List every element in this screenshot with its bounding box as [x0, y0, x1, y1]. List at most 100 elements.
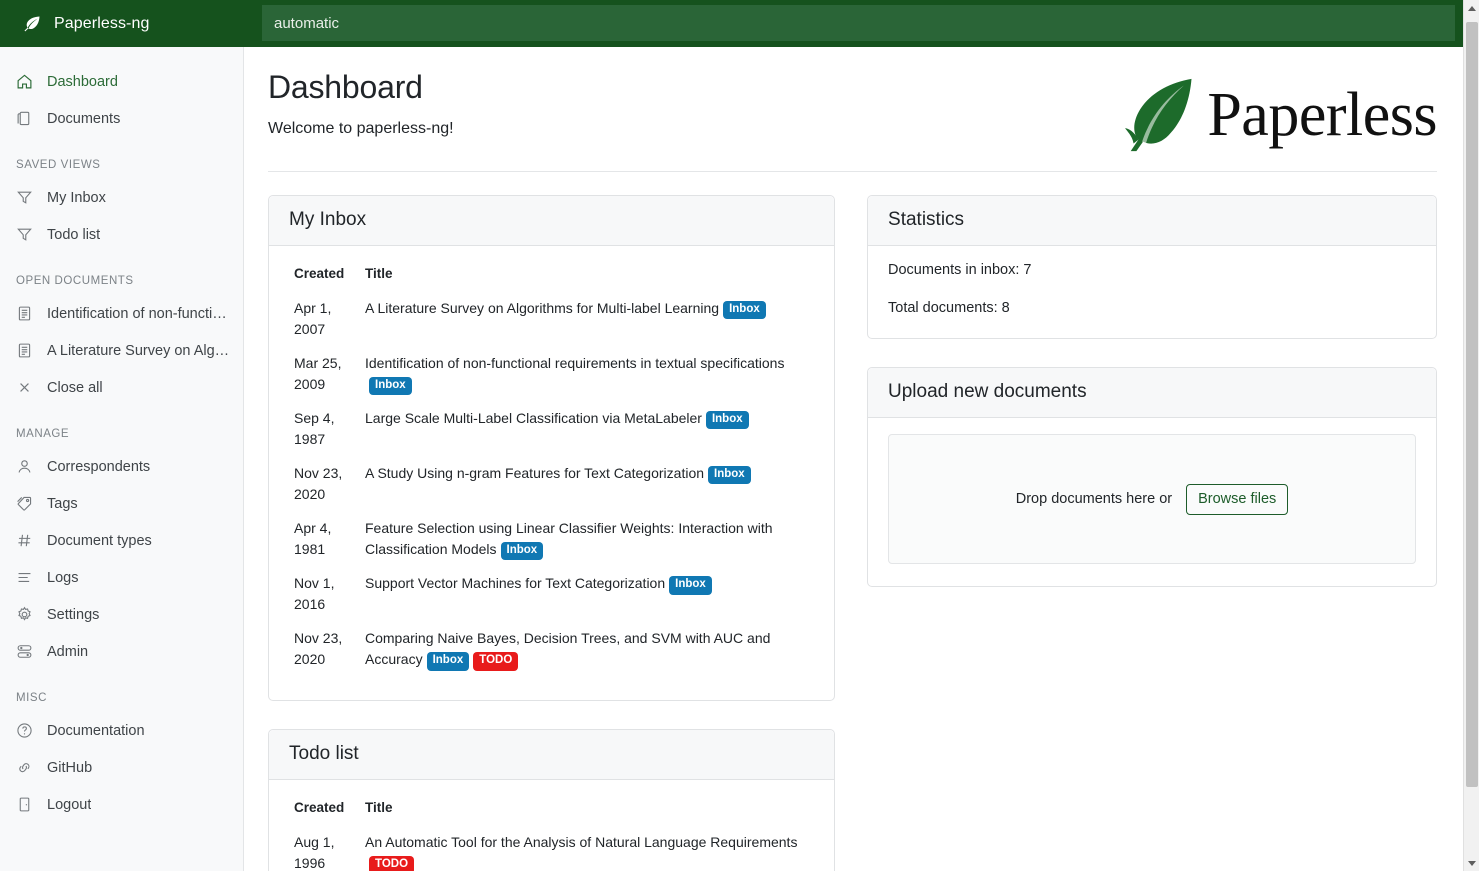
cell-title[interactable]: A Literature Survey on Algorithms for Mu… [360, 292, 814, 347]
hash-icon [16, 532, 33, 549]
tag-inbox[interactable]: Inbox [500, 542, 544, 561]
tag-inbox[interactable]: Inbox [669, 576, 712, 595]
dropzone-label: Drop documents here or [1015, 491, 1173, 507]
toggles-icon [16, 643, 33, 660]
tag-inbox[interactable]: Inbox [723, 301, 766, 320]
sidebar-item-label: Logout [47, 796, 92, 813]
search-input[interactable] [262, 5, 1455, 41]
sidebar-section-open-documents: OPEN DOCUMENTS [16, 275, 134, 287]
scroll-down-arrow-icon[interactable] [1464, 855, 1479, 871]
sidebar-item-open-document-2[interactable]: A Literature Survey on Algori… [0, 332, 243, 369]
sidebar-item-documents[interactable]: Documents [0, 100, 243, 137]
card-title: Todo list [289, 742, 359, 764]
sidebar-item-todo-list[interactable]: Todo list [0, 216, 243, 253]
cell-title[interactable]: Feature Selection using Linear Classifie… [360, 512, 814, 567]
brand-title: Paperless-ng [54, 14, 150, 32]
cell-title[interactable]: Support Vector Machines for Text Categor… [360, 567, 814, 622]
table-row[interactable]: Nov 1, 2016 Support Vector Machines for … [289, 567, 814, 622]
sidebar-item-document-types[interactable]: Document types [0, 522, 243, 559]
page-title: Dashboard [268, 69, 423, 105]
sidebar-item-dashboard[interactable]: Dashboard [0, 63, 243, 100]
card-header[interactable]: My Inbox [269, 196, 835, 246]
page-scrollbar[interactable] [1463, 0, 1479, 871]
document-title: Comparing Naive Bayes, Decision Trees, a… [365, 630, 771, 668]
sidebar-item-settings[interactable]: Settings [0, 596, 243, 633]
sidebar-item-label: Correspondents [47, 458, 151, 475]
person-icon [16, 458, 33, 475]
cell-title[interactable]: A Study Using n-gram Features for Text C… [360, 457, 814, 512]
cell-created: Nov 1, 2016 [294, 575, 335, 613]
sidebar-item-close-all[interactable]: Close all [0, 369, 243, 406]
file-dropzone[interactable]: Drop documents here or Browse files [888, 434, 1416, 564]
cell-created: Aug 1, 1996 [294, 833, 335, 871]
page-header-text: Dashboard Welcome to paperless-ng! [268, 69, 454, 138]
card-title: My Inbox [289, 209, 367, 230]
document-title: Identification of non-functional require… [365, 355, 785, 371]
table-row[interactable]: Sep 4, 1987 Large Scale Multi-Label Clas… [289, 402, 814, 457]
card-header[interactable]: Todo list [269, 729, 835, 780]
sidebar-item-correspondents[interactable]: Correspondents [0, 448, 243, 485]
card-body: Created Title Aug 1, 1996 An Automatic T… [269, 780, 834, 871]
card-header[interactable]: Statistics [868, 196, 1436, 246]
card-upload-new-documents: Upload new documents Drop documents here… [867, 367, 1437, 587]
sidebar-item-tags[interactable]: Tags [0, 485, 243, 522]
browse-files-button[interactable]: Browse files [1186, 483, 1289, 515]
link-icon [16, 759, 33, 776]
tag-inbox[interactable]: Inbox [705, 411, 749, 430]
card-header[interactable]: Upload new documents [868, 368, 1436, 418]
brand[interactable]: Paperless-ng [0, 0, 244, 47]
sidebar-item-label: Documents [47, 110, 121, 127]
sidebar-section-misc: MISC [16, 692, 47, 704]
cell-created: Nov 23, 2020 [294, 465, 343, 503]
tag-todo[interactable]: TODO [369, 855, 415, 871]
door-icon [16, 796, 33, 813]
sidebar-item-label: Settings [47, 606, 100, 623]
sidebar-item-label: Admin [47, 643, 89, 660]
cell-title[interactable]: Identification of non-functional require… [360, 347, 814, 402]
tag-inbox[interactable]: Inbox [708, 466, 751, 485]
cell-title[interactable]: Large Scale Multi-Label Classification v… [360, 402, 814, 457]
sidebar-item-label: Identification of non-functio… [47, 305, 233, 322]
sidebar-item-logs[interactable]: Logs [0, 559, 243, 596]
todo-table-body: Aug 1, 1996 An Automatic Tool for the An… [289, 826, 814, 871]
sidebar-item-label: Documentation [47, 722, 145, 739]
cell-title[interactable]: An Automatic Tool for the Analysis of Na… [360, 826, 814, 871]
tag-inbox[interactable]: Inbox [426, 652, 470, 671]
tag-inbox[interactable]: Inbox [369, 377, 412, 396]
tag-todo[interactable]: TODO [473, 652, 519, 671]
sidebar-item-admin[interactable]: Admin [0, 633, 243, 670]
cell-title[interactable]: Comparing Naive Bayes, Decision Trees, a… [360, 622, 814, 677]
scrollbar-thumb[interactable] [1466, 22, 1478, 787]
table-row[interactable]: Mar 25, 2009 Identification of non-funct… [289, 347, 814, 402]
close-icon [16, 379, 33, 396]
document-title: An Automatic Tool for the Analysis of Na… [365, 833, 798, 850]
card-body: Drop documents here or Browse files [868, 418, 1436, 586]
sidebar-item-logout[interactable]: Logout [0, 786, 243, 823]
document-title: A Study Using n-gram Features for Text C… [365, 465, 705, 482]
sidebar-item-documentation[interactable]: Documentation [0, 712, 243, 749]
gear-icon [16, 606, 33, 623]
stat-total-documents: Total documents: 8 [888, 300, 1010, 316]
table-row[interactable]: Nov 23, 2020 A Study Using n-gram Featur… [289, 457, 814, 512]
sidebar-item-github[interactable]: GitHub [0, 749, 243, 786]
table-row[interactable]: Aug 1, 1996 An Automatic Tool for the An… [289, 826, 814, 871]
todo-table: Created Title Aug 1, 1996 An Automatic T… [289, 796, 814, 871]
card-body: Created Title Apr 1, 2007 A Literature S… [269, 246, 834, 700]
card-statistics: Statistics Documents in inbox: 7 Total d… [867, 195, 1437, 339]
cell-created: Apr 1, 2007 [294, 300, 332, 337]
inbox-table-body: Apr 1, 2007 A Literature Survey on Algor… [289, 292, 814, 678]
sidebar-item-open-document-1[interactable]: Identification of non-functio… [0, 295, 243, 332]
left-column: My Inbox Created Title Apr 1, 2007 [268, 195, 836, 871]
table-row[interactable]: Nov 23, 2020 Comparing Naive Bayes, Deci… [289, 622, 814, 677]
card-todo-list: Todo list Created Title Aug 1, 1996 [268, 728, 836, 871]
table-row[interactable]: Apr 1, 2007 A Literature Survey on Algor… [289, 292, 814, 347]
column-header-created: Created [294, 266, 345, 281]
sidebar-item-my-inbox[interactable]: My Inbox [0, 179, 243, 216]
document-title: Feature Selection using Linear Classifie… [365, 520, 773, 558]
document-title: Support Vector Machines for Text Categor… [365, 575, 666, 592]
scroll-up-arrow-icon[interactable] [1464, 0, 1479, 16]
sidebar-item-label: My Inbox [47, 189, 106, 206]
sidebar-item-label: A Literature Survey on Algori… [47, 342, 233, 359]
column-header-title: Title [365, 266, 393, 281]
table-row[interactable]: Apr 4, 1981 Feature Selection using Line… [289, 512, 814, 567]
